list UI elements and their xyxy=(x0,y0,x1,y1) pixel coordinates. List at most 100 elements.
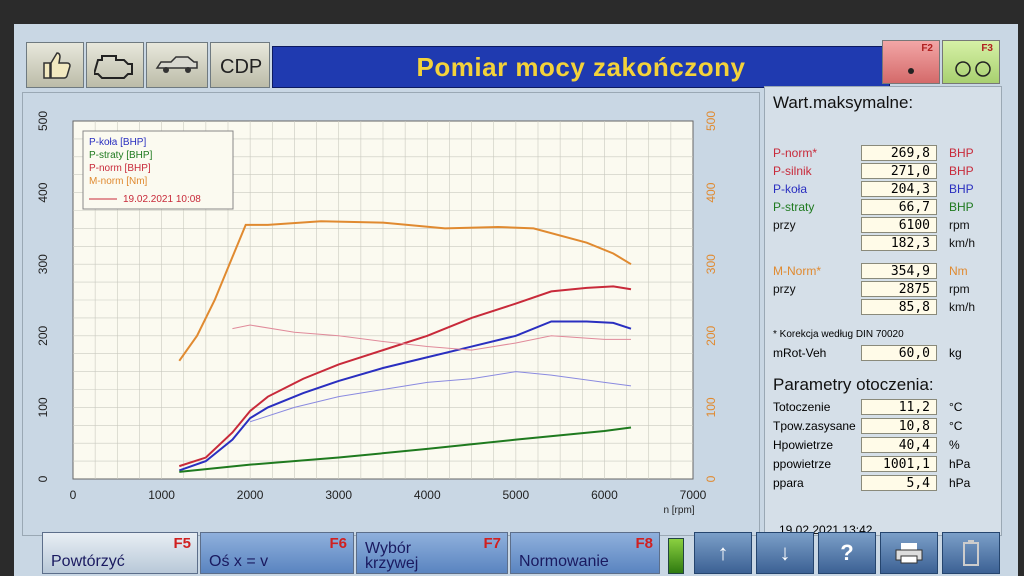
max-row-value: 182,3 xyxy=(861,235,937,251)
legend-entry: P-straty [BHP] xyxy=(89,150,153,161)
environment-row-label: ppara xyxy=(773,476,804,490)
cdp-button[interactable]: CDP xyxy=(210,42,270,88)
y-right-tick-label: 500 xyxy=(704,111,718,131)
environment-row-unit: °C xyxy=(949,400,963,414)
y-right-tick-label: 100 xyxy=(704,397,718,417)
arrow-down-icon: ↓ xyxy=(779,540,791,565)
legend-entry: M-norm [Nm] xyxy=(89,176,148,187)
max-row: P-norm* 269,8 BHP xyxy=(773,145,1001,162)
max-row-label: P-norm* xyxy=(773,146,818,160)
environment-row: Tpow.zasysane 10,8 °C xyxy=(773,418,1001,435)
environment-row: ppara 5,4 hPa xyxy=(773,475,1001,492)
max-row-value: 271,0 xyxy=(861,163,937,179)
environment-row-label: Hpowietrze xyxy=(773,438,834,452)
y-left-tick-label: 200 xyxy=(36,325,50,345)
max-row: M-Norm* 354,9 Nm xyxy=(773,263,1001,280)
circles-icon xyxy=(955,61,991,77)
environment-heading: Parametry otoczenia: xyxy=(773,375,934,394)
f6-key: F6 xyxy=(329,535,347,552)
mrot-label: mRot-Veh xyxy=(773,346,827,360)
max-row: 85,8 km/h xyxy=(773,299,1001,316)
arrow-up-icon: ↑ xyxy=(717,540,729,565)
f7-key: F7 xyxy=(483,535,501,552)
x-tick-label: 1000 xyxy=(148,488,175,502)
normalize-button[interactable]: F8 Normowanie xyxy=(510,532,660,574)
max-row-unit: BHP xyxy=(949,164,974,178)
environment-row: ppowietrze 1001,1 hPa xyxy=(773,456,1001,473)
f5-key: F5 xyxy=(173,535,191,552)
printer-icon xyxy=(895,543,923,564)
y-left-tick-label: 500 xyxy=(36,111,50,131)
din-note: * Korekcja według DIN 70020 xyxy=(773,329,904,340)
max-row-label: P-straty xyxy=(773,200,815,214)
x-tick-label: 4000 xyxy=(414,488,441,502)
max-row-label: M-Norm* xyxy=(773,264,821,278)
mrot-value: 60,0 xyxy=(861,345,937,361)
series-line xyxy=(178,285,632,468)
cdp-icon: CDP xyxy=(220,56,262,77)
max-row-label: przy xyxy=(773,282,796,296)
page-title: Pomiar mocy zakończony xyxy=(416,51,746,82)
help-icon: ? xyxy=(840,540,854,565)
f2-button[interactable]: F2 xyxy=(882,40,940,84)
f2-label: F2 xyxy=(921,43,933,54)
max-row-value: 66,7 xyxy=(861,199,937,215)
curve-select-label: Wybór krzywej xyxy=(365,540,419,572)
series-line xyxy=(249,371,632,423)
battery-button[interactable] xyxy=(942,532,1000,574)
top-toolbar: CDP Pomiar mocy zakończony F2 F3 xyxy=(14,34,1018,88)
x-tick-label: 3000 xyxy=(325,488,352,502)
max-row: 182,3 km/h xyxy=(773,235,1001,252)
max-row: P-koła 204,3 BHP xyxy=(773,181,1001,198)
max-values-heading: Wart.maksymalne: xyxy=(773,93,914,112)
max-row-unit: Nm xyxy=(949,264,968,278)
max-row-value: 354,9 xyxy=(861,263,937,279)
title-bar: Pomiar mocy zakończony xyxy=(272,46,890,88)
engine-icon xyxy=(94,55,133,79)
series-line xyxy=(179,426,632,473)
y-left-tick-label: 100 xyxy=(36,397,50,417)
max-row-label: P-koła xyxy=(773,182,808,196)
bottom-toolbar: F5 Powtórzyć F6 Oś x = v F7 Wybór krzywe… xyxy=(14,530,1018,576)
max-row-value: 2875 xyxy=(861,281,937,297)
axis-label: Oś x = v xyxy=(209,553,269,570)
legend-date: 19.02.2021 10:08 xyxy=(123,194,201,205)
environment-row-value: 40,4 xyxy=(861,437,937,453)
battery-icon xyxy=(963,540,979,566)
environment-row-label: Totoczenie xyxy=(773,400,831,414)
scroll-up-button[interactable]: ↑ xyxy=(694,532,752,574)
y-right-tick-label: 400 xyxy=(704,182,718,202)
max-row-value: 204,3 xyxy=(861,181,937,197)
series-line xyxy=(178,320,632,472)
axis-button[interactable]: F6 Oś x = v xyxy=(200,532,354,574)
scroll-down-button[interactable]: ↓ xyxy=(756,532,814,574)
car-button[interactable] xyxy=(146,42,208,88)
car-icon xyxy=(155,56,198,73)
y-left-tick-label: 400 xyxy=(36,182,50,202)
max-row: P-silnik 271,0 BHP xyxy=(773,163,1001,180)
environment-row-unit: hPa xyxy=(949,476,971,490)
thumbs-up-button[interactable] xyxy=(26,42,84,88)
repeat-button[interactable]: F5 Powtórzyć xyxy=(42,532,198,574)
y-right-tick-label: 200 xyxy=(704,325,718,345)
normalize-label: Normowanie xyxy=(519,553,609,570)
max-row-value: 269,8 xyxy=(861,145,937,161)
max-row-value: 6100 xyxy=(861,217,937,233)
results-panel: Wart.maksymalne: P-norm* 269,8 BHP P-silnik… xyxy=(764,86,1002,537)
max-row-label: P-silnik xyxy=(773,164,812,178)
max-row: przy 6100 rpm xyxy=(773,217,1001,234)
environment-row-label: ppowietrze xyxy=(773,457,832,471)
legend-box xyxy=(82,130,234,210)
x-tick-label: 6000 xyxy=(591,488,618,502)
f3-label: F3 xyxy=(981,43,993,54)
environment-row-label: Tpow.zasysane xyxy=(773,419,856,433)
f3-button[interactable]: F3 xyxy=(942,40,1000,84)
engine-button[interactable] xyxy=(86,42,144,88)
x-tick-label: 7000 xyxy=(680,488,707,502)
y-left-tick-label: 0 xyxy=(36,475,50,482)
curve-select-button[interactable]: F7 Wybór krzywej xyxy=(356,532,508,574)
help-button[interactable]: ? xyxy=(818,532,876,574)
environment-row-value: 10,8 xyxy=(861,418,937,434)
x-tick-label: 0 xyxy=(70,488,77,502)
print-button[interactable] xyxy=(880,532,938,574)
